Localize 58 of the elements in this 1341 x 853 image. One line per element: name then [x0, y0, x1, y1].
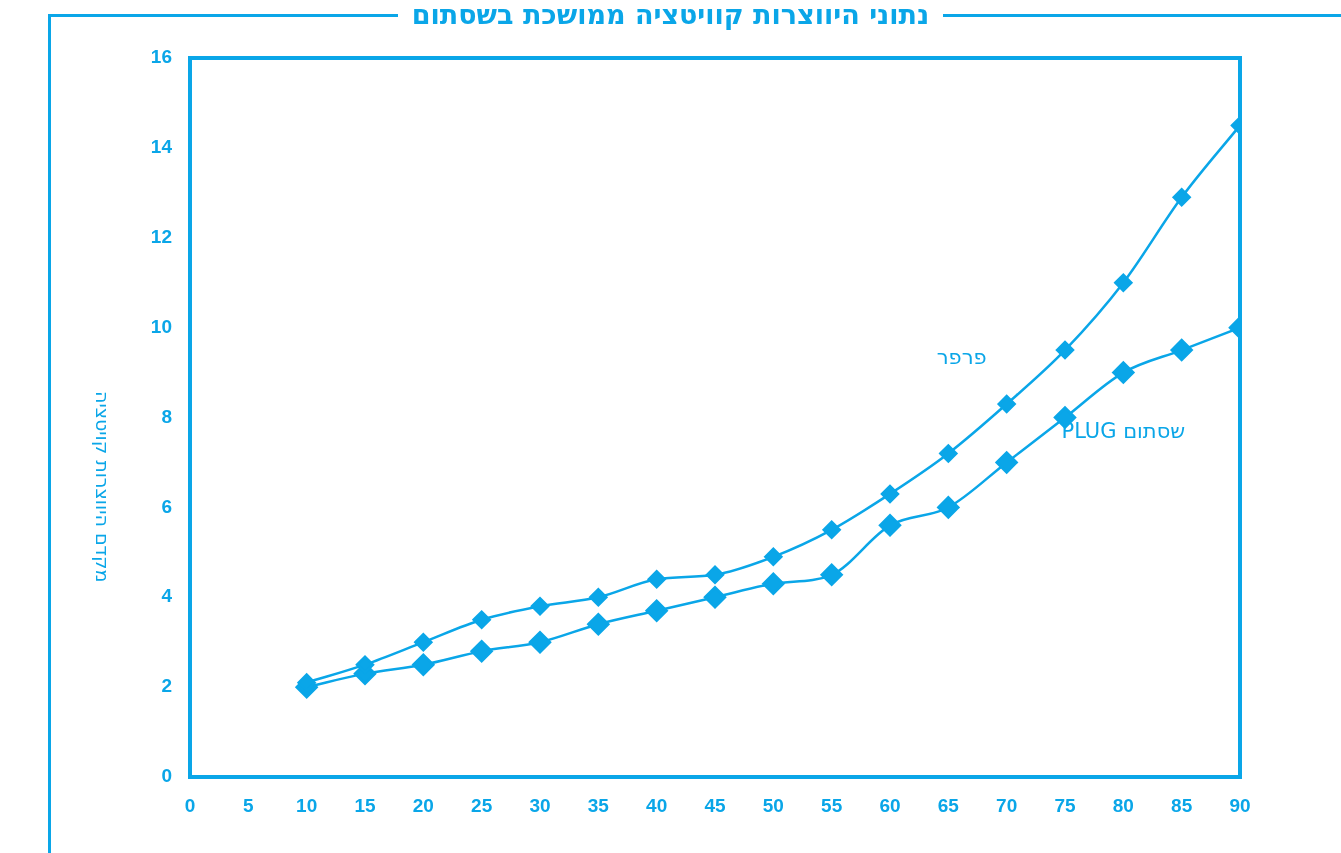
- x-tick-label: 85: [1171, 794, 1193, 816]
- x-tick-label: 25: [471, 794, 493, 816]
- point: [472, 610, 491, 629]
- y-tick-label: 16: [150, 46, 172, 68]
- x-tick-label: 60: [879, 794, 901, 816]
- point: [762, 572, 785, 596]
- x-tick-label: 35: [587, 794, 610, 816]
- x-tick-label: 30: [529, 794, 551, 816]
- point: [412, 653, 435, 676]
- x-tick-label: 40: [646, 794, 668, 816]
- x-tick-label: 90: [1229, 794, 1251, 816]
- point: [822, 520, 841, 540]
- x-tick-label: 70: [996, 794, 1018, 816]
- point: [587, 612, 610, 636]
- point: [880, 484, 900, 504]
- point: [1172, 188, 1191, 207]
- point: [470, 639, 493, 663]
- point: [939, 444, 958, 463]
- y-tick-label: 8: [161, 405, 172, 427]
- x-tick-label: 20: [412, 794, 434, 816]
- point: [703, 586, 727, 609]
- point: [820, 563, 843, 587]
- point: [995, 451, 1018, 474]
- point: [528, 630, 552, 654]
- point: [1114, 273, 1133, 292]
- point: [1170, 338, 1193, 362]
- y-tick-label: 10: [150, 315, 172, 337]
- y-tick-label: 12: [150, 225, 172, 247]
- point: [589, 588, 608, 607]
- x-tick-label: 5: [243, 794, 255, 816]
- x-tick-label: 65: [937, 794, 960, 816]
- point: [997, 394, 1016, 414]
- chart-title: נתוני היווצרות קוויטציה ממושכת בשסתום: [397, 0, 944, 30]
- x-tick-label: 0: [184, 794, 196, 816]
- point: [414, 632, 433, 652]
- point: [530, 596, 550, 616]
- point: [1112, 361, 1135, 384]
- x-tick-label: 75: [1054, 794, 1076, 816]
- y-tick-label: 2: [161, 675, 172, 697]
- x-tick-label: 50: [762, 794, 784, 816]
- y-tick-label: 6: [161, 495, 172, 517]
- point: [645, 599, 668, 622]
- point: [647, 570, 666, 589]
- series-label: פרפר: [936, 345, 987, 370]
- x-tick-label: 55: [821, 794, 843, 816]
- y-axis-title: מקדם היווצרות קויטציה: [92, 389, 114, 582]
- point: [705, 565, 725, 585]
- y-tick-label: 14: [150, 136, 173, 158]
- point: [878, 514, 902, 537]
- x-tick-label: 45: [704, 794, 726, 816]
- y-tick-label: 4: [161, 585, 173, 607]
- y-tick-label: 0: [161, 765, 172, 787]
- x-tick-label: 15: [354, 794, 376, 816]
- x-tick-label: 10: [296, 794, 318, 816]
- x-tick-label: 80: [1112, 794, 1134, 816]
- point: [764, 547, 783, 567]
- point: [1055, 340, 1075, 360]
- point: [937, 496, 960, 519]
